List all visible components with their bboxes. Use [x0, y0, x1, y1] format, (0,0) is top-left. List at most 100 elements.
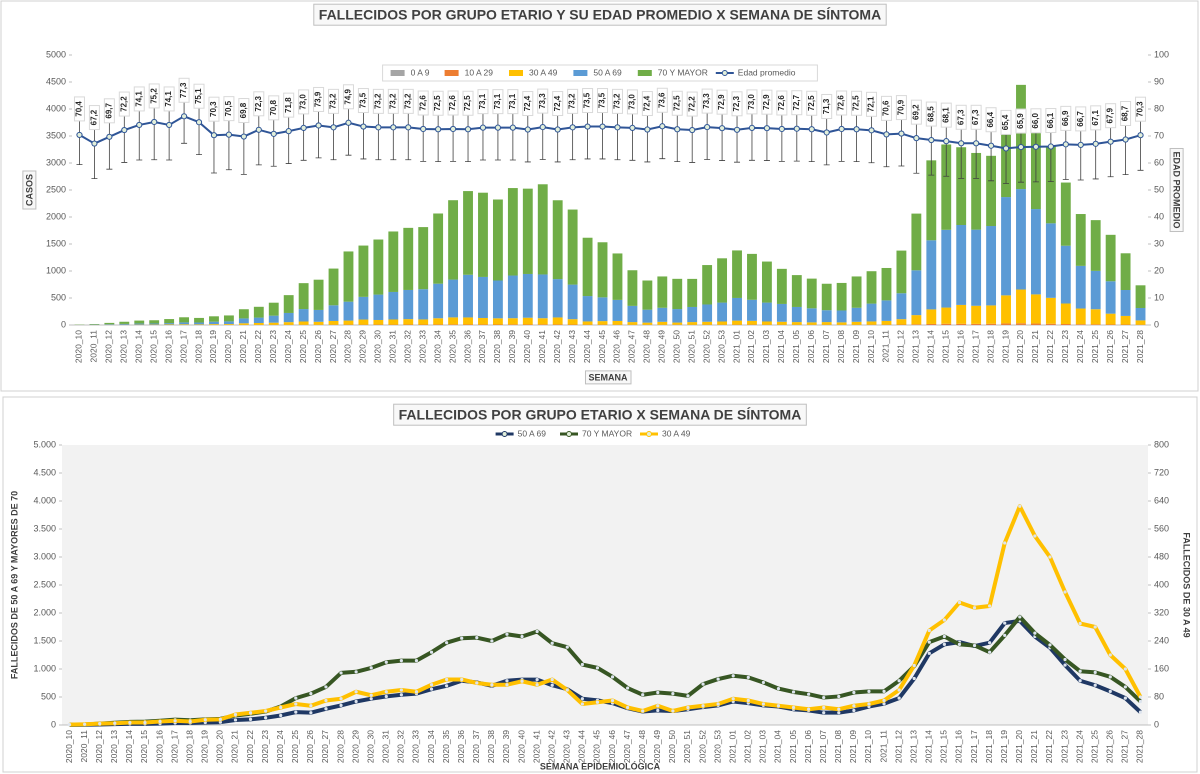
- bar-segment: [119, 323, 130, 325]
- x-tick-label: 2020_31: [388, 330, 398, 363]
- data-label: 65,4: [1001, 114, 1010, 130]
- bar-segment: [567, 319, 578, 325]
- data-label: 70,3: [1136, 101, 1145, 117]
- point-marker: [641, 693, 645, 697]
- bar-segment: [941, 323, 952, 325]
- point-marker: [121, 126, 128, 134]
- y2-tick-label: 0: [1154, 719, 1159, 729]
- point-marker: [67, 723, 72, 727]
- x-tick-label: 2020_42: [546, 730, 556, 763]
- bar-segment: [149, 323, 160, 325]
- point-marker: [716, 702, 720, 706]
- bar-segment: [373, 239, 384, 295]
- point-marker: [837, 707, 841, 711]
- legend-swatch: [509, 70, 523, 76]
- legend-swatch: [721, 70, 728, 76]
- point-marker: [324, 698, 328, 703]
- point-marker: [255, 126, 262, 133]
- data-label: 73,2: [403, 93, 412, 109]
- x-tick-label: 2021_02: [746, 330, 756, 363]
- x-tick-label: 2020_25: [298, 330, 308, 363]
- point-marker: [1093, 670, 1097, 674]
- point-marker: [1108, 675, 1112, 679]
- point-marker: [867, 702, 871, 706]
- x-tick-label: 2021_27: [1120, 730, 1130, 763]
- plot-area: [62, 445, 1148, 725]
- data-label: 67,9: [1106, 107, 1115, 123]
- x-tick-label: 2021_19: [999, 730, 1009, 763]
- data-label-box: [208, 96, 220, 122]
- y-tick-label: 2500: [46, 184, 66, 194]
- point-marker: [808, 126, 815, 133]
- point-marker: [479, 124, 487, 131]
- data-label: 73,2: [329, 93, 338, 109]
- x-tick-label: 2021_16: [954, 730, 964, 763]
- data-label-box: [462, 90, 474, 116]
- x-tick-label: 2020_52: [697, 730, 707, 763]
- point-marker: [445, 641, 449, 645]
- point-marker: [354, 690, 358, 694]
- data-label: 73,0: [628, 94, 637, 110]
- data-label: 72,2: [119, 96, 128, 112]
- point-marker: [240, 133, 247, 140]
- bar-segment: [537, 318, 548, 325]
- data-label-box: [626, 89, 638, 115]
- data-label-box: [597, 88, 609, 114]
- bar-segment: [522, 317, 533, 325]
- x-tick-label: 2021_19: [1000, 330, 1010, 363]
- point-marker: [264, 709, 268, 713]
- x-axis-title: SEMANA EPIDEMIOLÓGICA: [540, 760, 661, 771]
- x-tick-label: 2020_46: [612, 330, 622, 363]
- bar-segment: [209, 324, 219, 325]
- bar-segment: [597, 321, 608, 325]
- y2-axis-title: EDAD PROMEDIO: [1172, 151, 1182, 228]
- bar-segment: [253, 317, 264, 324]
- x-tick-label: 2020_13: [109, 730, 119, 763]
- point-marker: [405, 124, 412, 131]
- bar-segment: [522, 273, 533, 318]
- point-marker: [324, 707, 328, 711]
- bar-segment: [358, 245, 369, 297]
- bar-segment: [1075, 214, 1086, 266]
- bar-segment: [791, 275, 802, 307]
- bar-segment: [702, 265, 713, 305]
- bar-segment: [403, 319, 414, 325]
- x-axis-title: SEMANA: [588, 372, 628, 382]
- point-marker: [420, 125, 427, 133]
- point-marker: [957, 600, 962, 605]
- point-marker: [972, 606, 977, 610]
- x-tick-label: 2021_12: [893, 730, 903, 763]
- x-tick-label: 2020_19: [200, 730, 210, 763]
- point-marker: [524, 126, 531, 133]
- point-marker: [270, 130, 277, 137]
- y-tick-label: 4500: [46, 76, 66, 86]
- bar-segment: [164, 319, 175, 324]
- x-tick-label: 2020_35: [441, 730, 451, 763]
- point-marker: [464, 126, 472, 133]
- point-marker: [1047, 143, 1054, 150]
- point-marker: [195, 119, 203, 126]
- data-label-box: [1030, 108, 1042, 134]
- data-label: 67,3: [971, 109, 980, 125]
- x-tick-label: 2020_30: [365, 730, 375, 763]
- data-label-box: [746, 89, 758, 115]
- point-marker: [838, 125, 845, 133]
- point-marker: [429, 683, 434, 687]
- bar-segment: [1105, 324, 1116, 325]
- bar-segment: [672, 309, 683, 323]
- point-marker: [957, 642, 962, 646]
- bar-segment: [223, 324, 234, 325]
- point-marker: [180, 113, 188, 120]
- bar-segment: [866, 271, 877, 304]
- x-tick-label: 2020_39: [507, 330, 517, 363]
- point-marker: [248, 711, 253, 715]
- data-label-box: [880, 95, 892, 121]
- point-marker: [689, 126, 696, 134]
- point-marker: [1003, 541, 1007, 545]
- point-marker: [1002, 145, 1010, 152]
- x-tick-label: 2020_50: [672, 330, 682, 363]
- bar-segment: [463, 191, 473, 275]
- legend-swatch: [444, 70, 459, 76]
- data-label: 73,2: [568, 93, 577, 109]
- point-marker: [339, 697, 343, 701]
